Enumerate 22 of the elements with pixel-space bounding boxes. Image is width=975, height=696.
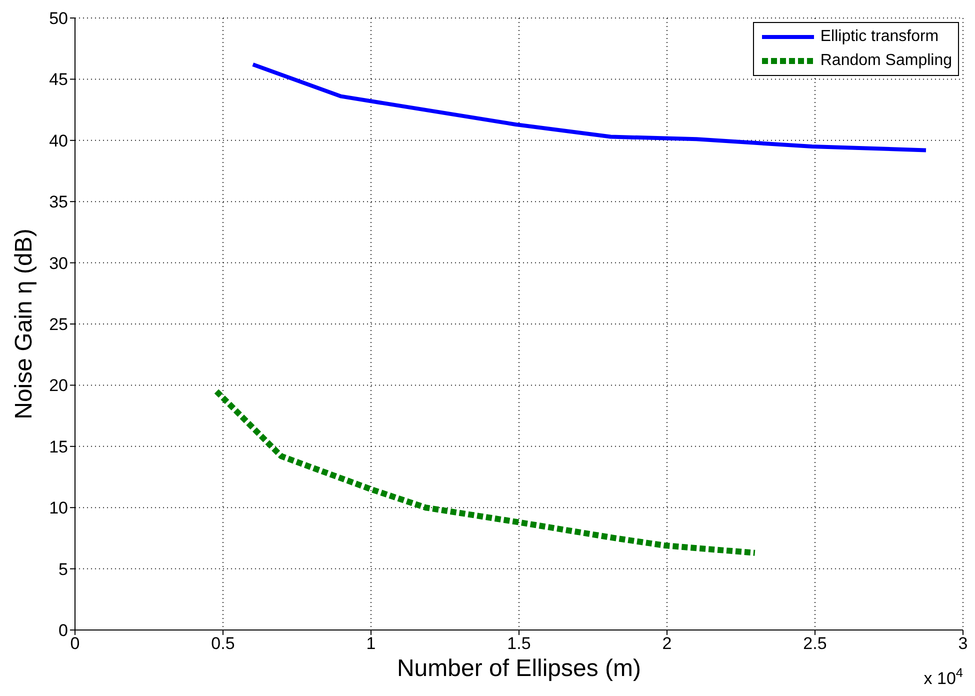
x-tick-label: 1 (366, 634, 376, 654)
x-tick-label: 2.5 (803, 634, 827, 654)
y-tick-label: 5 (58, 560, 68, 579)
x-axis-title: Number of Ellipses (m) (396, 655, 642, 682)
y-tick-label: 50 (49, 9, 68, 28)
x-tick-label: 0.5 (211, 634, 235, 654)
x-tick-label: 3 (958, 634, 968, 654)
y-tick-label: 35 (49, 192, 68, 212)
y-axis-title: Noise Gain η (dB) (10, 228, 38, 420)
y-tick-label: 45 (49, 70, 68, 90)
y-tick-label: 25 (49, 315, 68, 334)
text: x 10$^{4}$ (924, 664, 963, 688)
y-tick-label: 40 (49, 131, 68, 150)
x-tick-label: 2 (662, 634, 672, 654)
legend-label: Elliptic transform (820, 28, 939, 46)
legend-label: Random Sampling (820, 52, 952, 70)
y-tick-label: 20 (49, 376, 68, 396)
y-tick-label: 15 (49, 437, 68, 456)
y-tick-label: 0 (58, 621, 68, 640)
x-tick-label: 1.5 (507, 634, 531, 654)
y-tick-label: 10 (49, 498, 68, 518)
y-tick-label: 30 (49, 254, 68, 273)
